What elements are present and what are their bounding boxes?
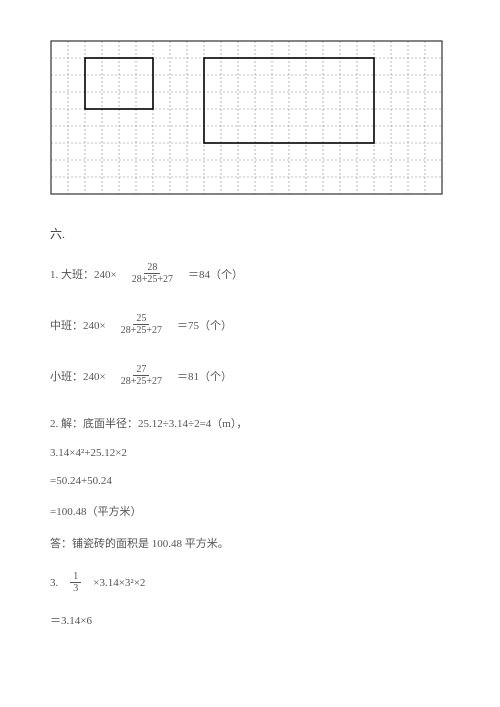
- q1-small-result: ＝81（个）: [177, 368, 232, 384]
- q2-l1: 2. 解：底面半径：25.12÷3.14÷2=4（m），: [50, 415, 450, 431]
- q1-mid-num: 25: [133, 313, 149, 325]
- q2-l3: =50.24+50.24: [50, 475, 450, 487]
- q1-small-label: 小班：240×: [50, 368, 106, 384]
- q1-mid-result: ＝75（个）: [177, 317, 232, 333]
- grid-svg: [50, 40, 443, 195]
- q1-mid-den: 28+25+27: [118, 325, 165, 336]
- q3-line: 3. 1 3 ×3.14×3²×2: [50, 571, 450, 594]
- q1-small-num: 27: [133, 364, 149, 376]
- q2-l2: 3.14×4²+25.12×2: [50, 447, 450, 459]
- q1-mid-frac: 25 28+25+27: [118, 313, 165, 336]
- q1-big: 1. 大班：240× 28 28+25+27 ＝84（个）: [50, 262, 450, 285]
- q1-small: 小班：240× 27 28+25+27 ＝81（个）: [50, 364, 450, 387]
- q1-mid-label: 中班：240×: [50, 317, 106, 333]
- q3-prefix: 3.: [50, 577, 58, 589]
- q1-big-frac: 28 28+25+27: [129, 262, 176, 285]
- q2-l4: =100.48（平方米）: [50, 503, 450, 519]
- q2-l5: 答：铺瓷砖的面积是 100.48 平方米。: [50, 535, 450, 551]
- q1-big-num: 28: [144, 262, 160, 274]
- q1-big-result: ＝84（个）: [188, 266, 243, 282]
- q3-next: ＝3.14×6: [50, 612, 450, 628]
- section-title: 六.: [50, 225, 450, 242]
- q1-big-label: 1. 大班：240×: [50, 266, 117, 282]
- q1-mid: 中班：240× 25 28+25+27 ＝75（个）: [50, 313, 450, 336]
- q1-small-frac: 27 28+25+27: [118, 364, 165, 387]
- q3-frac-den: 3: [70, 583, 81, 594]
- grid-figure: [50, 40, 445, 190]
- q1-big-den: 28+25+27: [129, 274, 176, 285]
- q3-rest: ×3.14×3²×2: [93, 577, 145, 589]
- q3-frac-num: 1: [70, 571, 81, 583]
- q3-frac: 1 3: [70, 571, 81, 594]
- q1-small-den: 28+25+27: [118, 376, 165, 387]
